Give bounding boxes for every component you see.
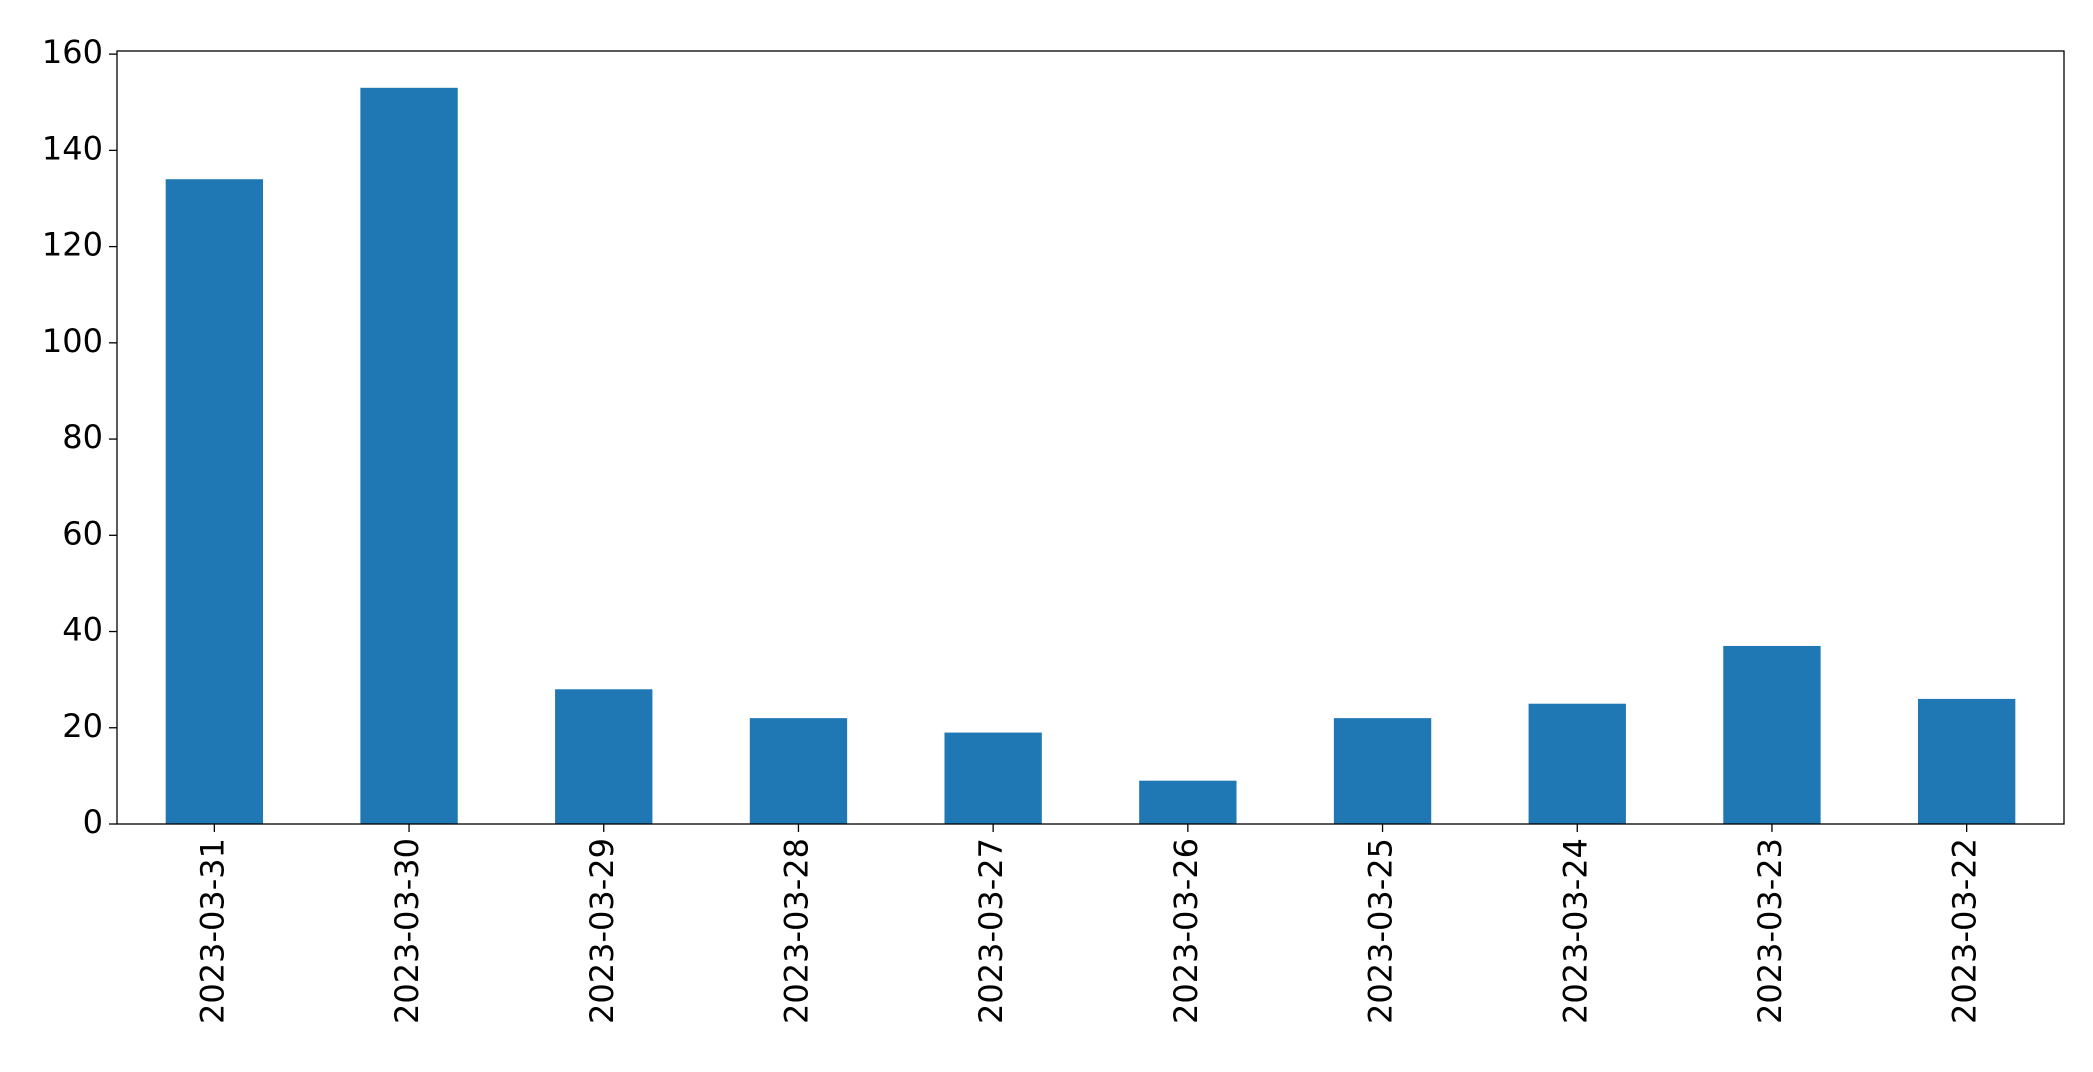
bar xyxy=(1917,698,2016,824)
y-tick-label: 140 xyxy=(42,129,103,167)
x-tick-label: 2023-03-28 xyxy=(777,838,815,1024)
x-tick-label: 2023-03-27 xyxy=(972,838,1010,1024)
x-tick-label: 2023-03-26 xyxy=(1167,838,1205,1024)
x-tick-label: 2023-03-31 xyxy=(193,838,231,1024)
x-tick-label: 2023-03-24 xyxy=(1556,838,1594,1024)
bar xyxy=(360,87,458,825)
y-tick-label: 60 xyxy=(62,514,103,552)
bar xyxy=(1333,718,1432,824)
bar xyxy=(165,179,264,824)
bar xyxy=(749,718,848,824)
y-tick-label: 120 xyxy=(42,226,103,264)
x-tick-label: 2023-03-25 xyxy=(1362,838,1400,1024)
y-tick-label: 160 xyxy=(42,33,103,71)
x-tick-label: 2023-03-22 xyxy=(1946,838,1984,1024)
x-tick-label: 2023-03-30 xyxy=(388,838,426,1024)
bar xyxy=(944,732,1042,824)
bar xyxy=(555,689,653,824)
plot-frame xyxy=(116,50,2065,825)
x-tick-label: 2023-03-23 xyxy=(1751,838,1789,1024)
bar xyxy=(1139,780,1237,824)
x-tick-label: 2023-03-29 xyxy=(583,838,621,1024)
y-tick-label: 20 xyxy=(62,707,103,745)
y-tick-label: 80 xyxy=(62,418,103,456)
y-tick-label: 100 xyxy=(42,322,103,360)
bar xyxy=(1528,703,1626,824)
y-tick-label: 0 xyxy=(83,803,103,841)
y-tick-label: 40 xyxy=(62,611,103,649)
bar xyxy=(1723,645,1821,824)
